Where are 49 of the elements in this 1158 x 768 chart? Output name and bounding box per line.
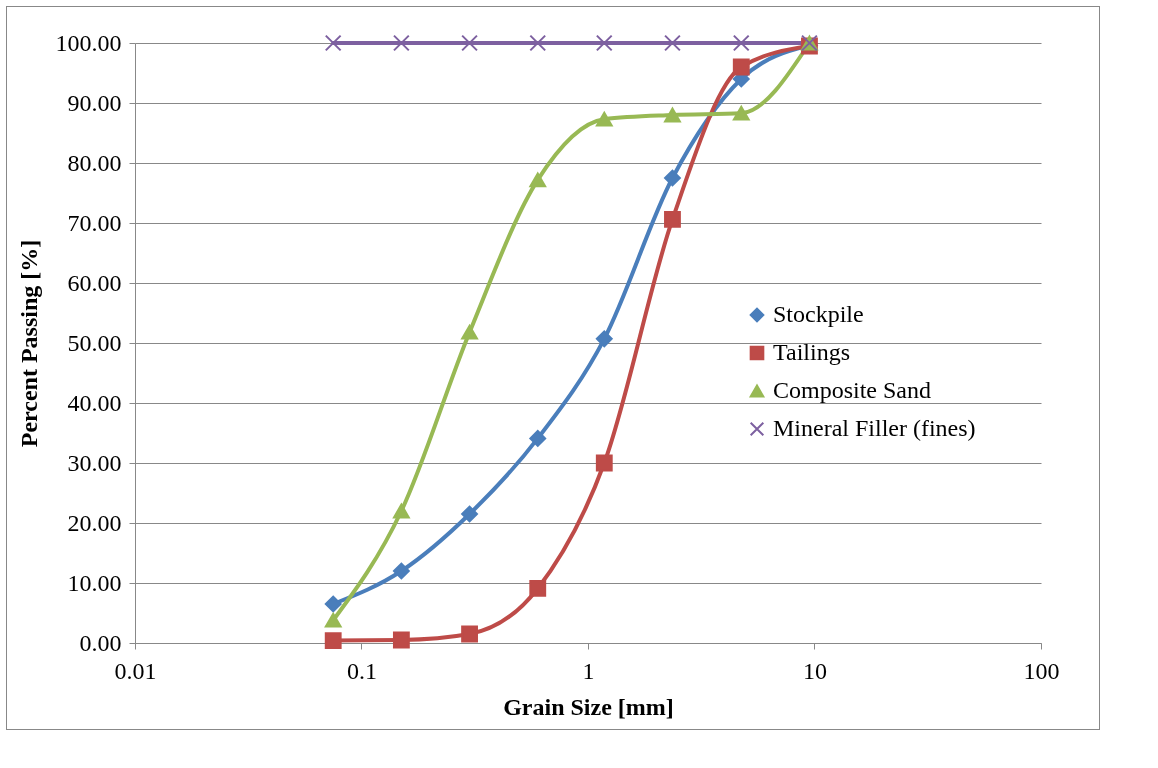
point — [529, 579, 547, 597]
x-axis-title: Grain Size [mm] — [503, 693, 674, 720]
point — [664, 34, 681, 52]
point — [529, 429, 547, 447]
y-tick-label: 40.00 — [67, 389, 122, 416]
point — [529, 172, 547, 188]
y-tick-label: 50.00 — [67, 329, 122, 356]
y-tick-label: 0.00 — [79, 629, 122, 656]
y-tick-label: 20.00 — [67, 509, 122, 536]
y-tick-label: 10.00 — [67, 569, 122, 596]
legend-label: Stockpile — [773, 301, 864, 327]
point — [324, 612, 342, 628]
legend-label: Tailings — [773, 339, 850, 365]
point — [595, 34, 613, 52]
point — [732, 58, 750, 76]
point — [461, 505, 478, 523]
x-tick-label: 100 — [1023, 657, 1060, 684]
point — [324, 632, 342, 650]
x-tick-label: 10 — [803, 657, 827, 684]
point — [461, 625, 478, 643]
x-tick-label: 0.01 — [114, 657, 157, 684]
point — [664, 169, 681, 187]
point — [392, 503, 410, 519]
point — [732, 105, 750, 121]
point — [595, 454, 613, 472]
point — [461, 34, 478, 52]
legend-label: Composite Sand — [773, 377, 932, 403]
point — [664, 107, 681, 123]
y-tick-label: 100.00 — [55, 29, 122, 56]
point — [392, 34, 410, 52]
point — [595, 111, 613, 127]
point — [461, 324, 478, 340]
point — [529, 34, 547, 52]
x-tick-label: 0.1 — [347, 657, 377, 684]
point — [595, 330, 613, 348]
point — [324, 34, 342, 52]
point — [392, 631, 410, 649]
point — [732, 34, 750, 52]
y-tick-label: 70.00 — [67, 209, 122, 236]
y-tick-label: 60.00 — [67, 269, 122, 296]
point — [392, 562, 410, 580]
y-tick-label: 90.00 — [67, 89, 122, 116]
point — [324, 595, 342, 613]
legend-label: Mineral Filler (fines) — [773, 415, 976, 441]
y-tick-label: 30.00 — [67, 449, 122, 476]
y-tick-label: 80.00 — [67, 149, 122, 176]
y-axis-title: Percent Passing [%] — [15, 239, 42, 448]
point — [664, 210, 681, 228]
x-tick-label: 1 — [582, 657, 595, 684]
